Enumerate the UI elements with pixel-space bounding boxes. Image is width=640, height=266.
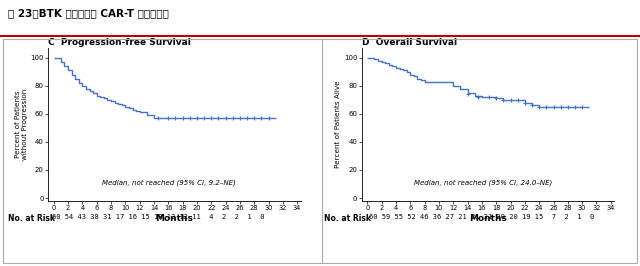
- Text: Median, not reached (95% CI, 9.2–NE): Median, not reached (95% CI, 9.2–NE): [102, 179, 236, 186]
- Text: 60 54 43 38 31 17 16 15 13 12 12 11  4  2  2  1  0: 60 54 43 38 31 17 16 15 13 12 12 11 4 2 …: [52, 214, 265, 220]
- X-axis label: Months: Months: [156, 214, 193, 223]
- Text: Median, not reached (95% CI, 24.0–NE): Median, not reached (95% CI, 24.0–NE): [414, 179, 552, 186]
- X-axis label: Months: Months: [469, 214, 507, 223]
- Text: 图 23：BTK 抑制剖联合 CAR-T 的临床疗效: 图 23：BTK 抑制剖联合 CAR-T 的临床疗效: [8, 8, 168, 18]
- Text: C  Progression-free Survival: C Progression-free Survival: [48, 38, 191, 47]
- Text: D  Overall Survival: D Overall Survival: [362, 38, 457, 47]
- Text: No. at Risk: No. at Risk: [324, 214, 371, 223]
- Y-axis label: Percent of Patients
without Progression: Percent of Patients without Progression: [15, 89, 28, 160]
- Y-axis label: Percent of Patients Alive: Percent of Patients Alive: [335, 81, 341, 168]
- Text: 60 59 55 52 46 36 27 21 21 21 20 20 19 15  7  2  1  0: 60 59 55 52 46 36 27 21 21 21 20 20 19 1…: [369, 214, 595, 220]
- Text: No. at Risk: No. at Risk: [8, 214, 54, 223]
